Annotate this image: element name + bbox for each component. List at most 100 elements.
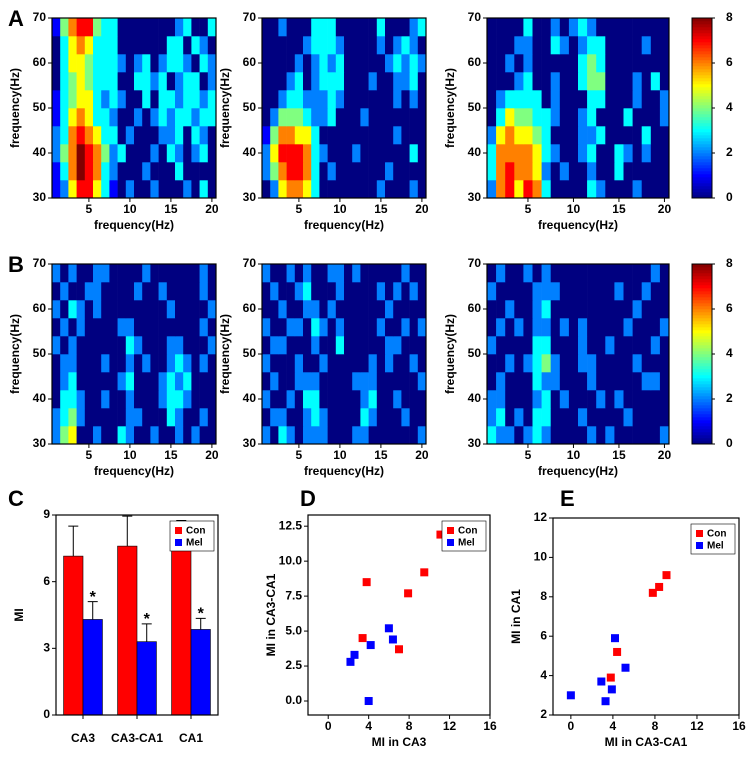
heat-cell — [142, 354, 151, 373]
heat-cell — [166, 108, 176, 127]
y-tick-label: 6 — [540, 628, 547, 642]
heat-cell — [68, 300, 77, 319]
heat-cell — [303, 36, 312, 55]
heat-cell — [605, 180, 615, 199]
heat-cell — [487, 408, 497, 427]
heat-cell — [523, 300, 533, 319]
heat-cell — [368, 408, 378, 427]
heat-cell — [401, 36, 410, 55]
heat-cell — [550, 354, 561, 373]
x-axis-label: frequency(Hz) — [538, 218, 618, 232]
heat-cell — [60, 336, 69, 355]
heat-cell — [641, 90, 652, 109]
heat-cell — [550, 36, 561, 55]
colorbar-segment — [692, 405, 712, 409]
heat-cell — [568, 282, 579, 301]
heat-cell — [278, 180, 287, 199]
heat-cell — [175, 354, 184, 373]
heat-cell — [207, 18, 217, 37]
x-axis-label: frequency(Hz) — [304, 464, 384, 478]
heat-cell — [532, 180, 542, 199]
colorbar-segment — [692, 75, 712, 79]
y-tick-label: 8 — [540, 589, 547, 603]
panel-label: D — [300, 486, 316, 511]
heat-cell — [541, 162, 551, 181]
heat-cell — [568, 54, 579, 73]
heat-cell — [166, 372, 176, 391]
heat-cell — [150, 126, 159, 145]
heat-cell — [286, 336, 296, 355]
x-axis-label: MI in CA3-CA1 — [605, 735, 688, 749]
legend-label: Con — [186, 526, 205, 537]
heat-cell — [183, 354, 192, 373]
heat-cell — [294, 90, 304, 109]
heat-cell — [352, 54, 361, 73]
heat-cell — [623, 336, 633, 355]
heat-cell — [109, 354, 118, 373]
heat-cell — [505, 54, 515, 73]
heat-cell — [68, 144, 77, 163]
heat-cell — [93, 264, 102, 283]
scatter-point — [364, 697, 373, 706]
x-tick-label: 20 — [205, 202, 219, 216]
heat-cell — [505, 282, 515, 301]
heat-cell — [650, 36, 661, 55]
legend-label: Con — [707, 529, 726, 540]
heat-cell — [311, 390, 320, 409]
heat-cell — [60, 318, 69, 337]
heat-cell — [93, 300, 102, 319]
scatter-point — [613, 647, 622, 656]
heat-cell — [385, 300, 394, 319]
heat-cell — [117, 108, 127, 127]
heat-cell — [641, 336, 652, 355]
heat-cell — [93, 108, 102, 127]
heat-cell — [523, 54, 533, 73]
heat-cell — [166, 282, 176, 301]
heat-cell — [496, 180, 506, 199]
heat-cell — [632, 354, 642, 373]
heat-cell — [327, 336, 337, 355]
colorbar-segment — [692, 183, 712, 187]
heat-cell — [60, 162, 69, 181]
colorbar-segment — [692, 273, 712, 277]
heat-cell — [52, 282, 61, 301]
colorbar-segment — [692, 27, 712, 31]
heat-cell — [76, 180, 86, 199]
heat-cell — [150, 144, 159, 163]
heat-cell — [286, 318, 296, 337]
heat-cell — [659, 282, 670, 301]
heat-cell — [183, 18, 192, 37]
heat-cell — [496, 162, 506, 181]
heat-cell — [262, 144, 271, 163]
colorbar-segment — [692, 51, 712, 55]
heat-cell — [568, 300, 579, 319]
heat-cell — [93, 372, 102, 391]
heat-cell — [550, 426, 561, 445]
x-tick-label: CA3-CA1 — [111, 731, 163, 745]
heat-cell — [175, 108, 184, 127]
heat-cell — [505, 72, 515, 91]
heat-cell — [641, 390, 652, 409]
heat-cell — [409, 162, 419, 181]
heat-cell — [550, 54, 561, 73]
heat-cell — [327, 390, 337, 409]
x-tick-label: 5 — [525, 202, 532, 216]
heat-cell — [401, 126, 410, 145]
heat-cell — [303, 372, 312, 391]
colorbar-segment — [692, 384, 712, 388]
heat-cell — [523, 354, 533, 373]
heat-cell — [175, 126, 184, 145]
y-axis-label: frequency(Hz) — [443, 68, 457, 148]
heat-cell — [360, 372, 369, 391]
heat-cell — [335, 426, 345, 445]
heat-cell — [641, 54, 652, 73]
heat-cell — [335, 390, 345, 409]
colorbar-segment — [692, 351, 712, 355]
heat-cell — [150, 372, 159, 391]
colorbar-segment — [692, 102, 712, 106]
heat-cell — [641, 126, 652, 145]
colorbar-segment — [692, 120, 712, 124]
heat-cell — [505, 336, 515, 355]
heat-cell — [207, 282, 217, 301]
heat-cell — [393, 354, 402, 373]
